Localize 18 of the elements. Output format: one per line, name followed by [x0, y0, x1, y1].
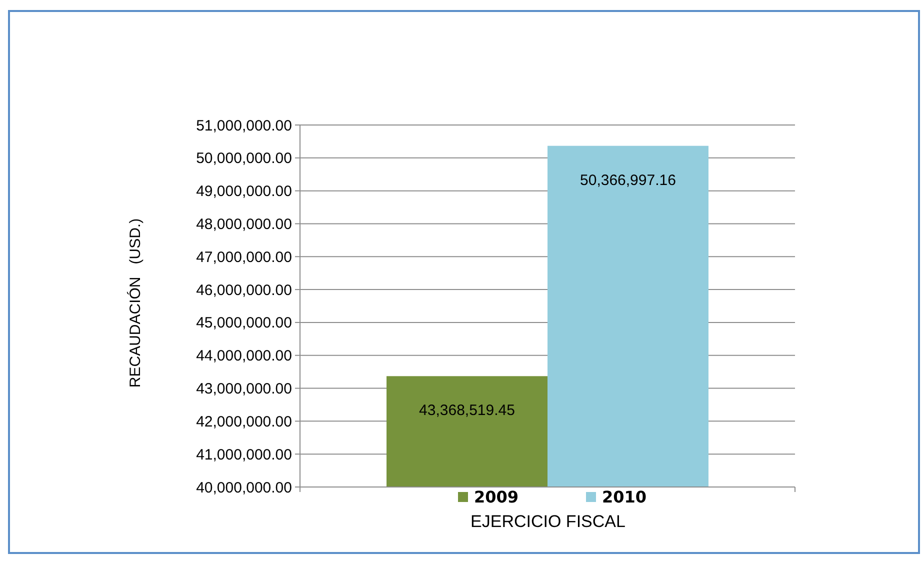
y-tick-label: 46,000,000.00	[196, 282, 292, 299]
y-tick-label: 50,000,000.00	[196, 150, 292, 168]
y-tick-label: 44,000,000.00	[196, 348, 292, 365]
y-tick-label: 42,000,000.00	[196, 413, 292, 430]
y-tick-label: 47,000,000.00	[196, 248, 292, 266]
data-label: 43,368,519.45	[419, 402, 515, 420]
legend-label: 2009	[474, 488, 519, 507]
y-tick-label: 49,000,000.00	[196, 183, 292, 200]
y-tick-label: 45,000,000.00	[196, 314, 292, 332]
y-tick-label: 40,000,000.00	[196, 479, 292, 496]
y-tick-label: 51,000,000.00	[196, 117, 292, 134]
y-tick-label: 48,000,000.00	[196, 216, 292, 233]
x-axis-title: EJERCICIO FISCAL	[470, 512, 626, 531]
y-axis-title: RECAUDACIÓN (USD.)	[126, 218, 144, 388]
y-tick-label: 41,000,000.00	[196, 446, 292, 464]
y-tick-label: 43,000,000.00	[196, 380, 292, 398]
legend-label: 2010	[602, 488, 647, 507]
data-label: 50,366,997.16	[580, 172, 676, 189]
